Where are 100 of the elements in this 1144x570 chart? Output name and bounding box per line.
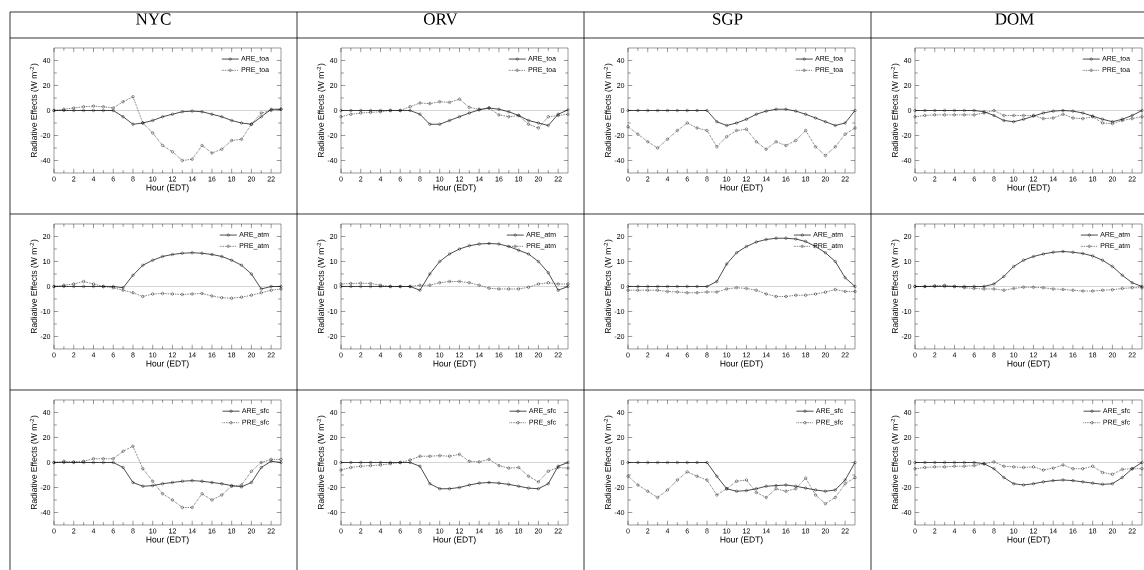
- point: [754, 240, 758, 244]
- point: [200, 143, 204, 147]
- point: [933, 113, 937, 117]
- point: [695, 284, 699, 288]
- point: [1120, 273, 1124, 277]
- point: [230, 138, 234, 142]
- point: [180, 158, 184, 162]
- point: [438, 259, 442, 263]
- point: [448, 487, 452, 491]
- point: [1031, 254, 1035, 258]
- point: [428, 454, 432, 458]
- point: [774, 140, 778, 144]
- point: [962, 113, 966, 117]
- point: [962, 108, 966, 112]
- point: [448, 454, 452, 458]
- point: [992, 113, 996, 117]
- point: [833, 495, 837, 499]
- point: [764, 292, 768, 296]
- point: [814, 116, 818, 120]
- point: [200, 291, 204, 295]
- point: [992, 282, 996, 286]
- point: [536, 259, 540, 263]
- point: [210, 151, 214, 155]
- point: [943, 113, 947, 117]
- point: [1071, 467, 1075, 471]
- point: [943, 460, 947, 464]
- point: [705, 284, 709, 288]
- point: [240, 263, 244, 267]
- point: [853, 289, 857, 293]
- point: [517, 484, 521, 488]
- chart-title: ORV: [424, 13, 458, 25]
- point: [715, 120, 719, 124]
- point: [705, 478, 709, 482]
- point: [418, 283, 422, 287]
- point: [843, 289, 847, 293]
- point: [200, 110, 204, 114]
- point: [1002, 118, 1006, 122]
- point: [1051, 466, 1055, 470]
- point: [636, 460, 640, 464]
- point: [527, 118, 531, 122]
- point: [359, 284, 363, 288]
- point: [448, 279, 452, 283]
- point: [823, 290, 827, 294]
- point: [804, 486, 808, 490]
- point: [754, 140, 758, 144]
- point: [536, 487, 540, 491]
- point: [804, 239, 808, 243]
- point: [457, 247, 461, 251]
- point: [814, 292, 818, 296]
- point: [111, 457, 115, 461]
- point: [1031, 285, 1035, 289]
- point: [1051, 479, 1055, 483]
- point: [240, 137, 244, 141]
- point: [823, 251, 827, 255]
- point: [695, 126, 699, 130]
- point: [814, 145, 818, 149]
- point: [754, 490, 758, 494]
- point: [131, 444, 135, 448]
- point: [1061, 463, 1065, 467]
- point: [378, 460, 382, 464]
- point: [952, 464, 956, 468]
- point: [230, 296, 234, 300]
- point: [527, 122, 531, 126]
- point: [497, 242, 501, 246]
- point: [794, 487, 798, 491]
- point: [487, 457, 491, 461]
- point: [1120, 467, 1124, 471]
- point: [438, 281, 442, 285]
- point: [200, 479, 204, 483]
- point: [962, 464, 966, 468]
- point: [823, 502, 827, 506]
- point: [1081, 111, 1085, 115]
- point: [1041, 468, 1045, 472]
- point: [141, 467, 145, 471]
- point: [705, 108, 709, 112]
- point: [91, 104, 95, 108]
- point: [715, 290, 719, 294]
- point: [517, 287, 521, 291]
- point: [913, 115, 917, 119]
- x-axis-title: Hour (EDT): [433, 184, 476, 193]
- point: [675, 478, 679, 482]
- point: [448, 118, 452, 122]
- point: [1012, 482, 1016, 486]
- y-axis-title: Radiative Effects (W m$^{-2}$): [316, 63, 326, 158]
- y-axis-title: Radiative Effects (W m$^{-2}$): [890, 63, 900, 158]
- point: [814, 488, 818, 492]
- point: [438, 100, 442, 104]
- point: [546, 271, 550, 275]
- point: [992, 108, 996, 112]
- point: [190, 479, 194, 483]
- point: [418, 288, 422, 292]
- point: [626, 125, 630, 129]
- point: [418, 112, 422, 116]
- point: [735, 286, 739, 290]
- point: [665, 284, 669, 288]
- point: [715, 145, 719, 149]
- point: [408, 108, 412, 112]
- point: [200, 492, 204, 496]
- point: [992, 467, 996, 471]
- point: [735, 251, 739, 255]
